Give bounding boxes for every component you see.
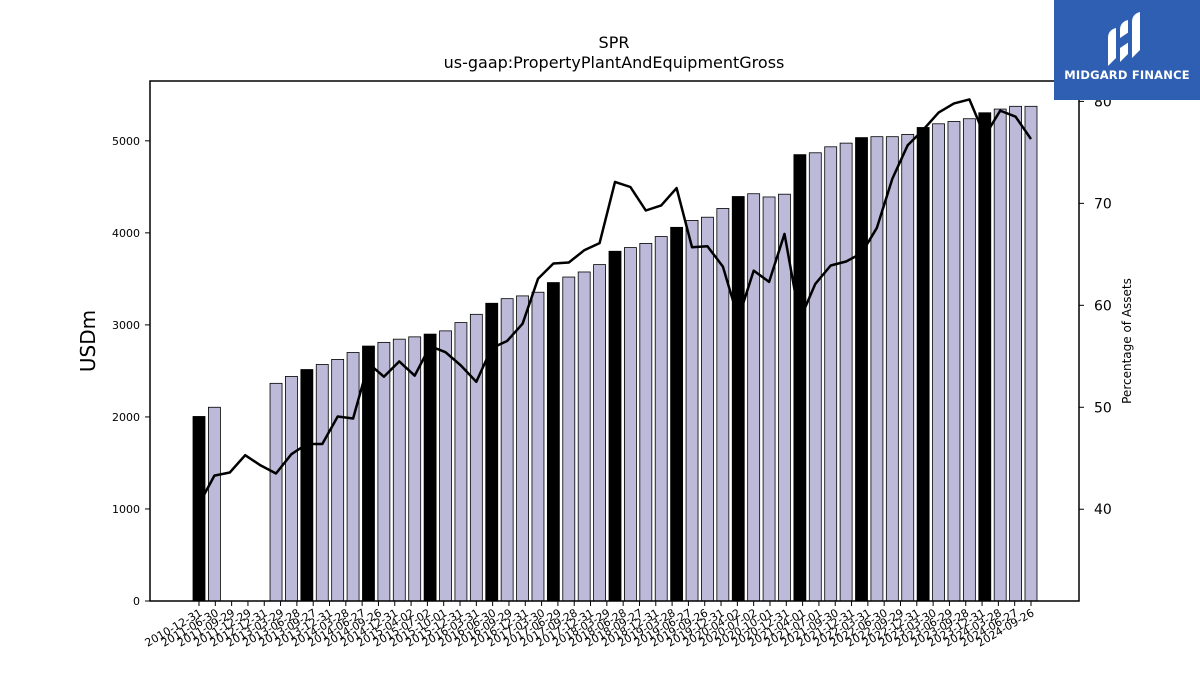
bar — [855, 137, 868, 602]
bar — [546, 282, 560, 602]
bar — [577, 271, 591, 602]
bar — [916, 127, 930, 602]
percentage-line — [197, 98, 1033, 505]
bar — [978, 112, 992, 602]
chart-subtitle: us-gaap:PropertyPlantAndEquipmentGross — [444, 53, 785, 72]
bar — [562, 276, 576, 602]
bar — [377, 341, 391, 602]
bar — [824, 146, 838, 602]
brand-name: MIDGARD FINANCE — [1064, 68, 1190, 82]
bar — [839, 142, 853, 602]
y-tick-label: 1000 — [112, 503, 140, 516]
bar-group — [192, 105, 1038, 602]
bar — [870, 136, 884, 602]
bar — [516, 295, 529, 602]
bar — [793, 154, 807, 602]
y-axis-label-right: Percentage of Assets — [1120, 278, 1134, 404]
bar — [762, 196, 776, 602]
x-axis: 2010-12-312011-06-302011-09-292011-12-29… — [143, 601, 1037, 650]
bar — [1024, 105, 1038, 602]
bar — [962, 118, 976, 602]
chart-title: SPR — [599, 33, 630, 52]
midgard-logo-icon — [1108, 12, 1140, 66]
bar — [747, 193, 761, 602]
bar — [285, 376, 298, 602]
bar — [685, 220, 699, 602]
bar — [300, 369, 314, 602]
bar — [362, 345, 375, 602]
bar — [654, 236, 668, 602]
bar — [932, 123, 945, 602]
line-group — [197, 98, 1033, 505]
y-right-tick-label: 70 — [1094, 196, 1112, 212]
bar — [331, 359, 345, 602]
bar — [469, 313, 483, 602]
bar — [670, 226, 684, 602]
bar — [315, 364, 329, 602]
bar — [269, 382, 283, 602]
bar — [1009, 105, 1022, 602]
y-tick-label: 3000 — [112, 319, 140, 332]
bar — [439, 330, 452, 602]
bar — [947, 121, 961, 602]
bar — [593, 264, 606, 602]
bar — [192, 416, 206, 602]
y-tick-label: 2000 — [112, 411, 140, 424]
y-right-tick-label: 40 — [1094, 502, 1112, 518]
bar — [346, 352, 360, 602]
bar — [731, 196, 745, 602]
plot-frame — [149, 80, 1080, 602]
y-axis-left: 0 1000 2000 3000 4000 5000 — [112, 135, 150, 608]
bar — [901, 133, 915, 602]
y-right-tick-label: 50 — [1094, 400, 1112, 416]
bar — [993, 108, 1007, 602]
y-tick-label: 0 — [133, 595, 140, 608]
brand-logo: MIDGARD FINANCE — [1054, 0, 1200, 100]
bar — [885, 136, 899, 602]
y-tick-label: 4000 — [112, 227, 140, 240]
bar — [701, 216, 714, 602]
y-tick-label: 5000 — [112, 135, 140, 148]
bar — [423, 333, 437, 602]
bar — [639, 243, 653, 602]
y-axis-label: USDm — [76, 310, 100, 372]
bar — [808, 152, 822, 602]
bar — [531, 291, 545, 602]
y-right-tick-label: 60 — [1094, 298, 1112, 314]
bar — [608, 250, 622, 602]
bar — [392, 338, 406, 602]
bar — [624, 247, 637, 602]
bar — [208, 406, 221, 602]
